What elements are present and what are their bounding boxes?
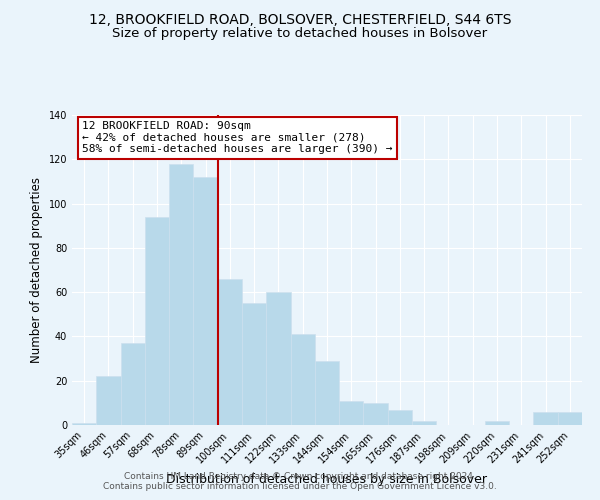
- Bar: [533, 412, 558, 425]
- Text: Contains public sector information licensed under the Open Government Licence v3: Contains public sector information licen…: [103, 482, 497, 491]
- Bar: [485, 420, 509, 425]
- Text: Contains HM Land Registry data © Crown copyright and database right 2024.: Contains HM Land Registry data © Crown c…: [124, 472, 476, 481]
- Bar: [242, 303, 266, 425]
- Bar: [388, 410, 412, 425]
- Bar: [121, 343, 145, 425]
- X-axis label: Distribution of detached houses by size in Bolsover: Distribution of detached houses by size …: [167, 473, 487, 486]
- Text: Size of property relative to detached houses in Bolsover: Size of property relative to detached ho…: [112, 28, 488, 40]
- Bar: [412, 420, 436, 425]
- Bar: [145, 217, 169, 425]
- Bar: [266, 292, 290, 425]
- Text: 12 BROOKFIELD ROAD: 90sqm
← 42% of detached houses are smaller (278)
58% of semi: 12 BROOKFIELD ROAD: 90sqm ← 42% of detac…: [82, 121, 392, 154]
- Bar: [339, 400, 364, 425]
- Bar: [96, 376, 121, 425]
- Text: 12, BROOKFIELD ROAD, BOLSOVER, CHESTERFIELD, S44 6TS: 12, BROOKFIELD ROAD, BOLSOVER, CHESTERFI…: [89, 12, 511, 26]
- Bar: [315, 361, 339, 425]
- Y-axis label: Number of detached properties: Number of detached properties: [30, 177, 43, 363]
- Bar: [169, 164, 193, 425]
- Bar: [193, 177, 218, 425]
- Bar: [290, 334, 315, 425]
- Bar: [72, 423, 96, 425]
- Bar: [558, 412, 582, 425]
- Bar: [218, 279, 242, 425]
- Bar: [364, 403, 388, 425]
